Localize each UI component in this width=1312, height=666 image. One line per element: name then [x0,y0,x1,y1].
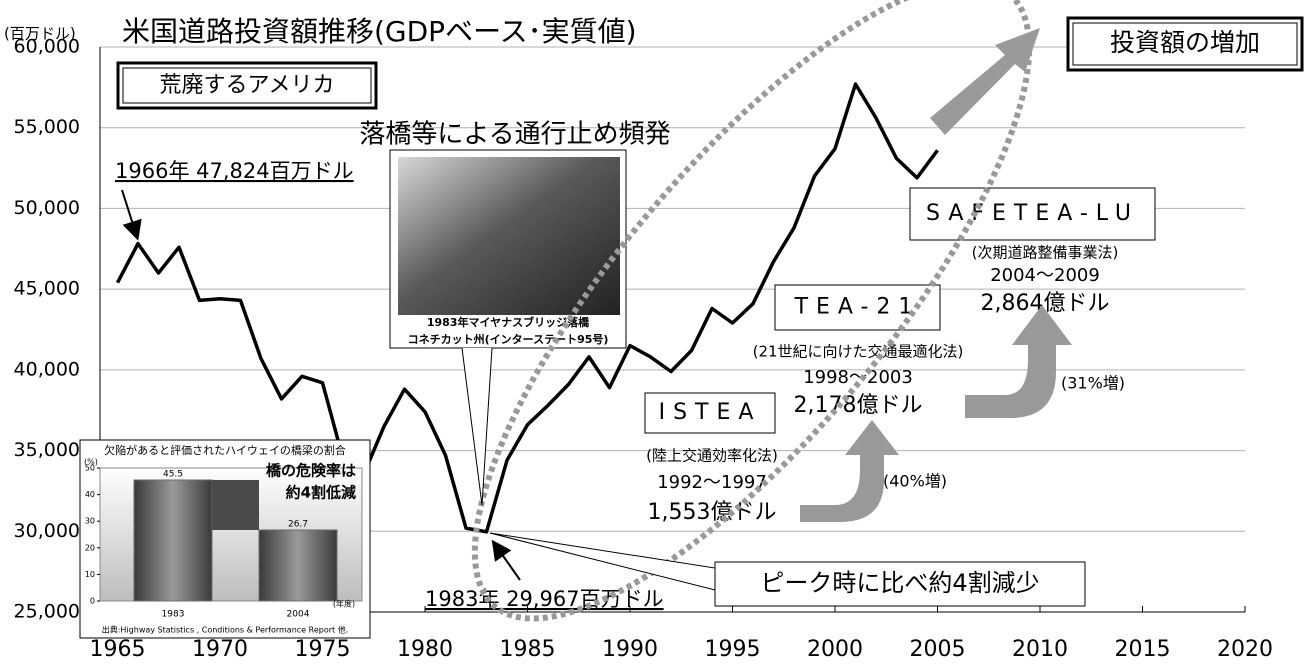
y-tick-label: 45,000 [14,278,80,300]
program-law: (21世紀に向けた交通最適化法) [753,343,964,361]
pointer-arrow [494,543,520,580]
x-tick-label: 1995 [705,637,761,662]
chart: 25,000 30,000 35,000 40,000 45,000 50,000 55,0… [0,0,1312,666]
x-tick-label: 1975 [295,637,351,662]
x-tick-label: 2004 [287,610,310,620]
annotation: 1966年 47,824百万ドル [115,159,354,183]
x-tick-label: 2005 [910,637,966,662]
program-name: ISTEA [659,400,762,425]
photo [398,157,620,315]
program-law: (陸上交通効率化法) [646,447,778,465]
y-unit: (百万ドル) [4,25,76,43]
y-tick-label: 55,000 [14,116,80,138]
x-tick-label: 1983 [162,610,185,620]
x-tick-label: 1970 [192,637,248,662]
bar [259,530,337,601]
chart-title: 米国道路投資額推移(GDPベース･実質値) [122,15,637,48]
y-unit: (%) [84,458,98,467]
pointer-arrow [122,190,137,237]
program-name: TEA-21 [794,295,921,320]
y-tick-label: 35,000 [14,439,80,461]
x-tick-label: 2020 [1217,637,1273,662]
inset-annotation: 橋の危険率は [266,462,356,480]
photo-pointer [462,348,492,505]
bar [134,480,212,601]
y-tick-label: 30 [85,517,95,526]
program-budget: 1,553億ドル [648,500,777,525]
value-label: 45.5 [163,469,183,479]
annotation: 落橋等による通行止め頻発 [359,120,670,150]
y-tick-label: 30,000 [14,520,80,542]
program-name: SAFETEA-LU [926,201,1139,226]
annotation: 1983年 29,967百万ドル [425,587,664,611]
y-tick-label: 40,000 [14,358,80,380]
program-budget: 2,178億ドル [794,393,923,418]
source: 出典:Highway Statistics , Conditions & Per… [102,625,349,635]
reduction-block [212,480,259,530]
x-tick-label: 1990 [602,637,658,662]
y-tick-label: 50,000 [14,197,80,219]
program-period: 2004～2009 [990,265,1100,286]
photo-caption: コネチカット州(インターステート95号) [408,333,609,346]
increase-label: (31%増) [1061,374,1125,393]
y-tick-label: 0 [90,597,95,606]
x-tick-label: 2010 [1012,637,1068,662]
annotation: 荒廃するアメリカ [160,73,335,98]
x-unit: (年度) [333,599,355,609]
y-tick-label: 20 [85,543,95,552]
inset-title: 欠陥があると評価されたハイウェイの橋梁の割合 [104,443,346,457]
x-tick-label: 1985 [500,637,556,662]
callout-pointer [490,533,715,590]
increase-label: (40%増) [883,472,947,491]
y-tick-label: 25,000 [14,601,80,623]
y-tick-label: 40 [85,490,95,499]
annotation: 投資額の増加 [1110,28,1260,57]
x-tick-label: 2015 [1115,637,1171,662]
x-tick-label: 2000 [807,637,863,662]
x-tick-label: 1965 [90,637,146,662]
program-period: 1992～1997 [657,472,767,493]
program-law: (次期道路整備事業法) [972,244,1119,262]
x-tick-label: 1980 [397,637,453,662]
annotation: ピーク時に比べ約4割減少 [760,569,1039,597]
value-label: 26.7 [288,519,308,529]
inset-annotation: 約4割低減 [286,484,356,502]
increase-arrow [965,305,1072,418]
y-tick-label: 10 [85,570,95,579]
